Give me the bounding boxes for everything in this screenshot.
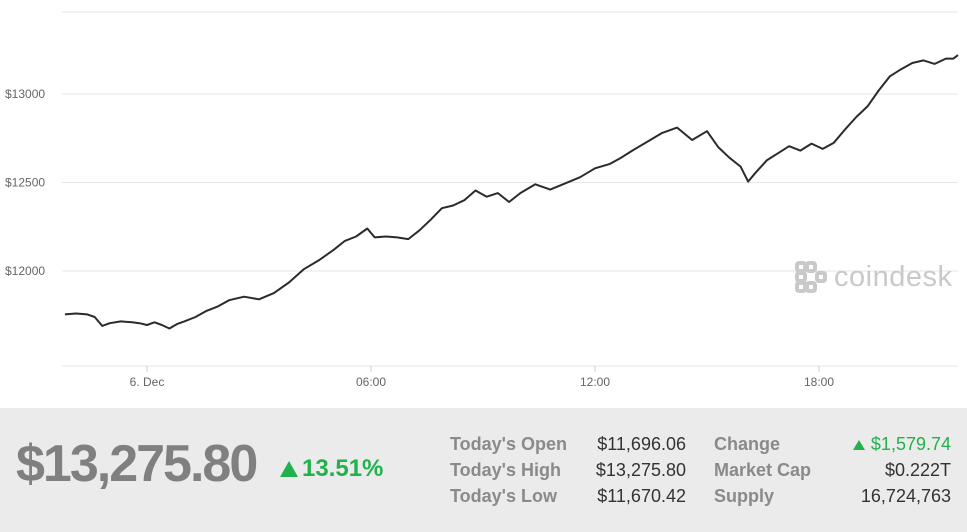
percent-change: 13.51% (280, 455, 383, 483)
stat-value-todays-high: $13,275.80 (595, 460, 686, 480)
stat-label-todays-low: Today's Low (450, 486, 557, 506)
y-axis: $12000 $12500 $13000 (5, 87, 45, 278)
price-chart: $12000 $12500 $13000 6. Dec 06:00 12:00 18:00… (5, 11, 959, 389)
x-tick-label: 06:00 (356, 375, 386, 389)
stat-value-market-cap: $0.222T (884, 460, 951, 480)
stat-label-change: Change (714, 434, 781, 454)
price-summary-panel: $13,275.80 13.51% Today's Open $11,696.0… (0, 408, 967, 532)
stat-value-todays-low: $11,670.42 (597, 486, 686, 506)
x-tick-label: 12:00 (580, 375, 610, 389)
change-value: $1,579.74 (870, 434, 951, 454)
x-axis: 6. Dec 06:00 12:00 18:00 (62, 365, 958, 389)
price-chart-svg: $12000 $12500 $13000 6. Dec 06:00 12:00 18:00 (5, 11, 959, 389)
chart-grid (62, 11, 958, 272)
coindesk-logo-icon (795, 261, 827, 293)
stat-value-todays-open: $11,696.06 (597, 434, 686, 454)
stat-value-change: $1,579.74 (830, 434, 951, 455)
stat-value-supply: 16,724,763 (860, 486, 951, 506)
stat-label-todays-high: Today's High (450, 460, 561, 480)
stat-label-market-cap: Market Cap (714, 460, 812, 480)
coindesk-watermark: coindesk (794, 260, 952, 294)
y-tick-label: $13000 (5, 87, 45, 101)
y-tick-label: $12500 (5, 176, 45, 190)
percent-change-value: 13.51% (302, 455, 384, 482)
coindesk-watermark-text: coindesk (834, 260, 953, 293)
y-tick-label: $12000 (5, 264, 45, 278)
up-arrow-icon (852, 439, 865, 450)
current-price: $13,275.80 (16, 435, 258, 493)
up-arrow-icon (280, 461, 298, 477)
x-tick-label: 18:00 (804, 375, 834, 389)
price-series-line (64, 54, 959, 330)
x-tick-label: 6. Dec (130, 375, 165, 389)
stat-label-supply: Supply (714, 486, 775, 506)
stat-label-todays-open: Today's Open (450, 434, 567, 454)
